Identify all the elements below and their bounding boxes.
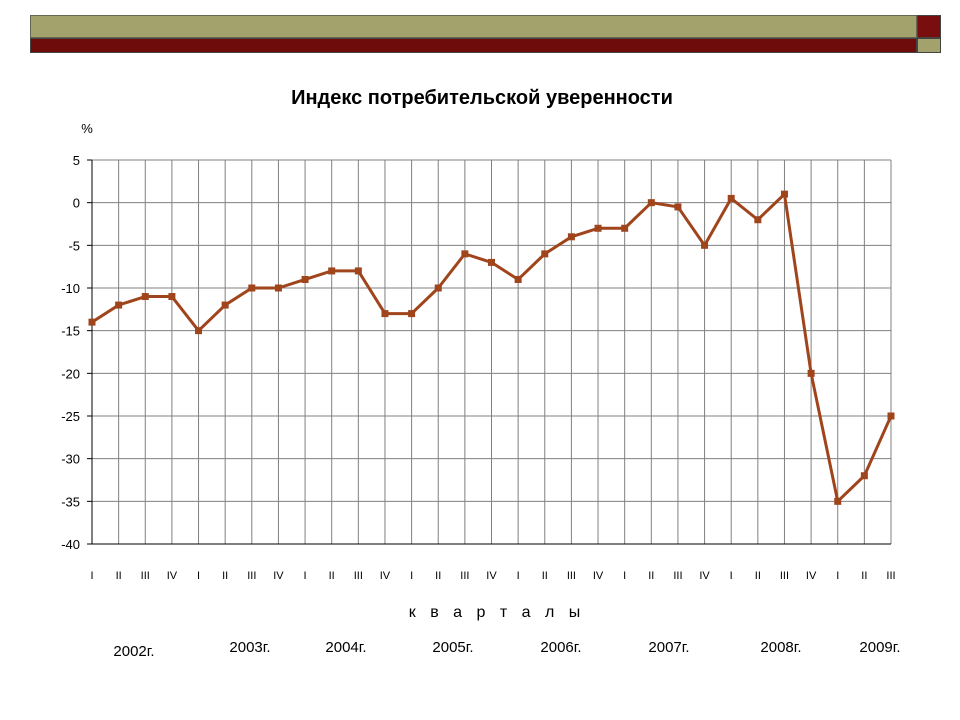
x-tick-label: II — [542, 570, 548, 582]
data-point — [647, 199, 655, 207]
x-tick-label: I — [410, 570, 413, 582]
header-corner-red — [917, 15, 941, 38]
x-tick-label: II — [116, 570, 122, 582]
data-point — [221, 301, 229, 309]
x-axis-ticks: I II III IV I II III IV I II III IV I II III IV I II III IV… — [90, 570, 895, 582]
x-tick-label: I — [304, 570, 307, 582]
header-bar-red — [30, 38, 917, 53]
data-point — [567, 233, 575, 241]
data-point — [301, 275, 309, 283]
data-point — [541, 250, 549, 258]
year-label: 2002г. — [113, 643, 154, 660]
data-point — [780, 190, 788, 198]
year-labels: 2002г. 2003г. 2004г. 2005г. 2006г. 2007г. 2008… — [113, 639, 900, 660]
x-tick-label: IV — [593, 570, 604, 582]
x-tick-label: IV — [806, 570, 817, 582]
year-label: 2007г. — [648, 639, 689, 656]
y-tick-label: -25 — [61, 409, 80, 424]
data-point — [488, 258, 495, 266]
y-tick-label: -10 — [61, 281, 80, 296]
data-point — [594, 224, 602, 232]
data-point — [834, 497, 842, 505]
y-tick-label: -5 — [68, 238, 80, 253]
x-tick-label: I — [836, 570, 839, 582]
y-tick-label: -20 — [61, 366, 80, 381]
x-tick-label: II — [648, 570, 654, 582]
year-label: 2004г. — [325, 639, 366, 656]
x-tick-label: II — [222, 570, 228, 582]
header-bar-olive — [30, 15, 917, 38]
year-label: 2005г. — [432, 639, 473, 656]
data-point — [195, 327, 203, 335]
data-point — [621, 224, 629, 232]
series-line — [88, 190, 895, 505]
header-corner-olive — [917, 38, 941, 53]
y-tick-label: -30 — [61, 452, 80, 467]
x-axis-title: к в а р т а л ы — [409, 604, 585, 621]
x-tick-label: II — [435, 570, 441, 582]
data-point — [727, 194, 735, 202]
data-point — [754, 216, 762, 224]
data-point — [860, 472, 868, 480]
data-point — [328, 267, 336, 275]
data-point — [381, 310, 389, 318]
x-tick-label: I — [730, 570, 733, 582]
x-tick-label: IV — [380, 570, 391, 582]
data-point — [674, 203, 682, 211]
x-tick-label: III — [460, 570, 469, 582]
y-tick-label: -15 — [61, 324, 80, 339]
data-point — [115, 301, 123, 309]
x-tick-label: IV — [486, 570, 497, 582]
data-point — [141, 293, 149, 301]
x-tick-label: IV — [273, 570, 284, 582]
year-label: 2008г. — [760, 639, 801, 656]
x-tick-label: II — [755, 570, 761, 582]
data-point — [514, 275, 522, 283]
x-tick-label: III — [141, 570, 150, 582]
x-tick-label: III — [247, 570, 256, 582]
grid — [91, 159, 892, 545]
data-point — [434, 284, 442, 292]
x-tick-label: I — [517, 570, 520, 582]
year-label: 2009г. — [859, 639, 900, 656]
data-point — [461, 250, 469, 258]
data-point — [354, 267, 362, 275]
x-tick-label: I — [623, 570, 626, 582]
x-tick-label: III — [673, 570, 682, 582]
y-axis-ticks: 5 0 -5 -10 -15 -20 -25 -30 -35 -40 — [61, 153, 92, 552]
x-tick-label: IV — [167, 570, 178, 582]
data-point — [408, 310, 416, 318]
x-tick-label: I — [197, 570, 200, 582]
y-axis-unit-label: % — [81, 121, 93, 136]
x-tick-label: III — [354, 570, 363, 582]
y-tick-label: 5 — [73, 153, 80, 168]
y-tick-label: -35 — [61, 494, 80, 509]
x-tick-label: III — [567, 570, 576, 582]
data-point — [887, 412, 895, 420]
data-point — [274, 284, 282, 292]
x-tick-label: I — [90, 570, 93, 582]
data-point — [807, 369, 815, 377]
y-tick-label: 0 — [73, 196, 80, 211]
y-tick-label: -40 — [61, 537, 80, 552]
data-point — [248, 284, 256, 292]
x-tick-label: II — [329, 570, 335, 582]
x-tick-label: II — [861, 570, 867, 582]
x-tick-label: IV — [699, 570, 710, 582]
chart-title: Индекс потребительской уверенности — [291, 87, 673, 109]
year-label: 2003г. — [229, 639, 270, 656]
data-point — [88, 318, 96, 326]
x-tick-label: III — [886, 570, 895, 582]
x-tick-label: III — [780, 570, 789, 582]
year-label: 2006г. — [540, 639, 581, 656]
data-point — [701, 241, 709, 249]
data-point — [168, 293, 176, 301]
